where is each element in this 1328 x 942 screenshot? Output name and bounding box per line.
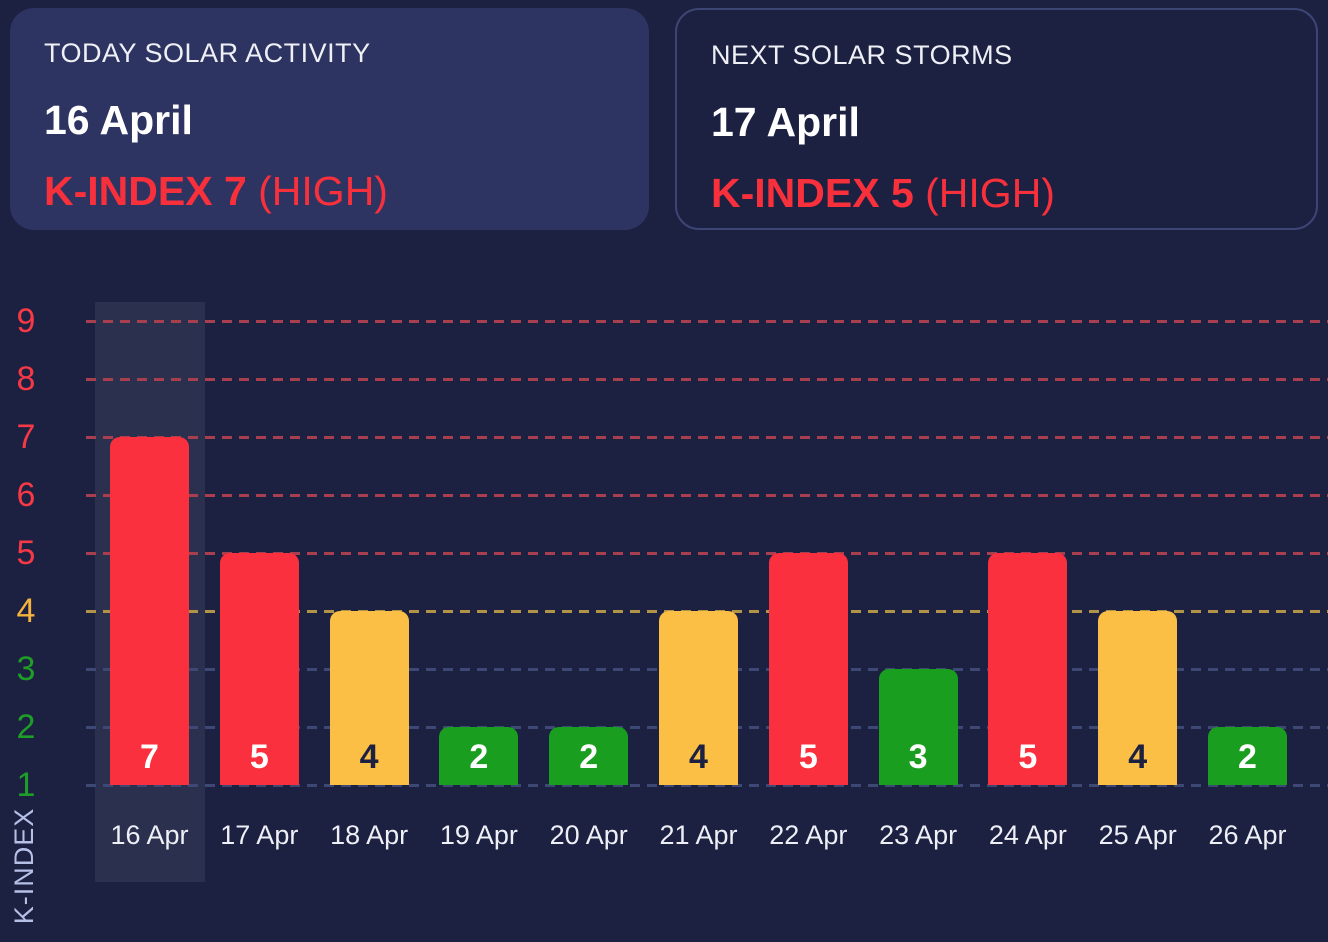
bar-value-label: 2 [1238,738,1257,776]
next-card-title: NEXT SOLAR STORMS [711,40,1013,70]
bar-20-apr [549,727,629,785]
bar-value-label: 4 [359,738,379,776]
x-tick-23-apr: 23 Apr [879,820,958,850]
gridline-8 [86,378,1328,381]
summary-cards: TODAY SOLAR ACTIVITY 16 April K-INDEX 7 … [10,8,1318,230]
bar-21-apr [659,611,738,785]
today-kindex-level: (HIGH) [246,168,388,214]
x-tick-18-apr: 18 Apr [330,820,409,850]
x-tick-22-apr: 22 Apr [769,820,848,850]
y-tick-1: 1 [16,766,36,804]
today-card-title: TODAY SOLAR ACTIVITY [44,38,371,68]
bar-value-label: 3 [908,738,928,776]
y-tick-6: 6 [16,476,36,514]
bar-23-apr [878,669,958,785]
gridline-7 [86,436,1328,439]
bar-value-label: 4 [1128,738,1148,776]
bar-18-apr [329,611,409,785]
bar-value-label: 5 [798,738,818,776]
x-tick-25-apr: 25 Apr [1098,820,1177,850]
bar-value-label: 5 [1018,738,1038,776]
x-tick-26-apr: 26 Apr [1208,820,1287,850]
y-axis-title: K-INDEX [9,807,39,925]
gridline-6 [86,494,1328,497]
gridline-9 [86,320,1328,323]
bar-16-apr [110,437,189,785]
y-tick-5: 5 [16,534,36,572]
y-tick-2: 2 [16,708,36,746]
bar-22-apr [768,553,848,785]
today-solar-activity-card: TODAY SOLAR ACTIVITY 16 April K-INDEX 7 … [10,8,649,230]
bar-25-apr [1098,611,1178,785]
x-tick-16-apr: 16 Apr [110,820,189,850]
y-tick-4: 4 [16,592,36,630]
next-card-date: 17 April [711,99,860,145]
bar-19-apr [439,727,519,785]
today-kindex-value: K-INDEX 7 [44,168,247,214]
y-tick-9: 9 [16,302,36,340]
next-solar-storms-card: NEXT SOLAR STORMS 17 April K-INDEX 5 (HI… [675,8,1318,230]
x-tick-19-apr: 19 Apr [439,820,518,850]
bar-value-label: 5 [249,738,269,776]
bar-value-label: 2 [469,738,489,776]
gridline-5 [86,552,1328,555]
y-tick-3: 3 [16,650,36,688]
bar-value-label: 2 [579,738,599,776]
next-card-kindex: K-INDEX 5 (HIGH) [711,170,1282,217]
x-tick-24-apr: 24 Apr [988,820,1067,850]
next-kindex-level: (HIGH) [913,170,1055,216]
x-tick-20-apr: 20 Apr [549,820,628,850]
bar-24-apr [988,553,1068,785]
x-tick-21-apr: 21 Apr [659,820,738,850]
next-kindex-value: K-INDEX 5 [711,170,914,216]
gridline-1 [86,784,1328,787]
bar-17-apr [219,553,299,785]
y-tick-8: 8 [16,360,36,398]
today-card-date: 16 April [44,97,193,143]
bar-value-label: 4 [689,738,708,776]
bar-value-label: 7 [140,738,159,776]
x-tick-17-apr: 17 Apr [220,820,299,850]
today-card-kindex: K-INDEX 7 (HIGH) [44,168,615,215]
y-tick-7: 7 [16,418,36,456]
bar-26-apr [1208,727,1287,785]
